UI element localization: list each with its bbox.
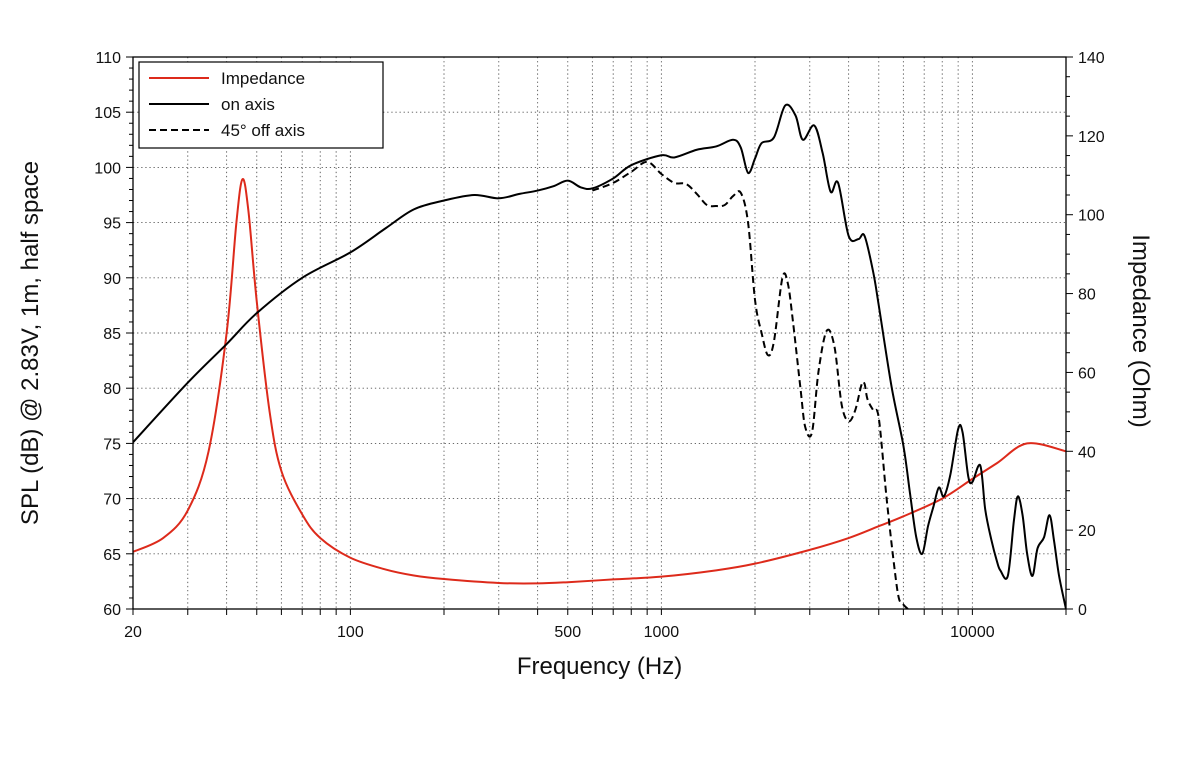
y-tick-label-left: 110 [95,50,121,67]
y-tick-label-right: 20 [1078,523,1096,540]
curves [133,103,1066,609]
y-tick-label-left: 100 [94,160,121,177]
series-impedance-line [133,178,1066,585]
y-tick-label-right: 120 [1078,129,1105,146]
x-tick-label: 100 [337,624,364,641]
y-tick-label-left: 75 [103,436,121,453]
legend-label-off-axis: 45° off axis [221,121,305,140]
y-tick-label-right: 60 [1078,365,1096,382]
y-tick-label-left: 85 [103,326,121,343]
series-on-axis-line [133,103,1066,609]
y-tick-label-right: 100 [1078,208,1105,225]
y-tick-label-left: 65 [103,547,121,564]
legend-label-impedance: Impedance [221,69,305,88]
x-tick-label: 10000 [950,624,995,641]
grid [133,57,1066,609]
ticks [126,56,1073,615]
y-tick-label-left: 90 [103,271,121,288]
y-tick-label-left: 95 [103,216,121,233]
x-tick-label: 1000 [644,624,680,641]
tick-labels: 20 100 500 1000 1000060657075808590951001051… [94,50,1105,641]
y-tick-label-right: 140 [1078,50,1105,67]
series-45-off-axis-line [592,160,909,609]
x-tick-label: 20 [124,624,142,641]
x-tick-label: 500 [554,624,581,641]
y-tick-label-left: 105 [94,105,121,122]
y-axis-title-left: SPL (dB) @ 2.83V, 1m, half space [17,161,44,525]
y-tick-label-right: 0 [1078,602,1087,619]
y-tick-label-left: 60 [103,602,121,619]
y-tick-label-right: 80 [1078,287,1096,304]
y-tick-label-left: 80 [103,381,121,398]
y-tick-label-right: 40 [1078,444,1096,461]
x-axis-title: Frequency (Hz) [517,653,682,680]
legend: Impedance on axis 45° off axis [138,61,384,149]
legend-label-on-axis: on axis [221,95,275,114]
y-tick-label-left: 70 [103,492,121,509]
y-axis-title-right: Impedance (Ohm) [1127,234,1154,427]
